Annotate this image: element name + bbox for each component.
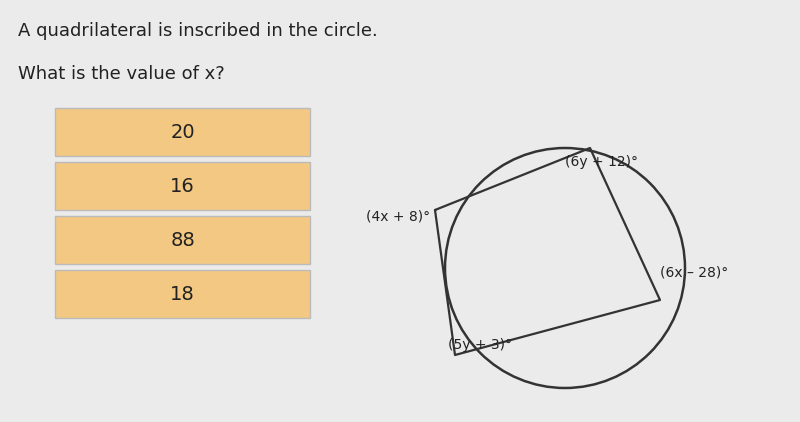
Text: (6x – 28)°: (6x – 28)° xyxy=(660,265,728,279)
Text: 88: 88 xyxy=(170,230,195,249)
FancyBboxPatch shape xyxy=(55,270,310,318)
Text: (5y + 3)°: (5y + 3)° xyxy=(448,338,512,352)
Text: 20: 20 xyxy=(170,122,195,141)
Text: A quadrilateral is inscribed in the circle.: A quadrilateral is inscribed in the circ… xyxy=(18,22,378,40)
Text: 16: 16 xyxy=(170,176,195,195)
FancyBboxPatch shape xyxy=(55,216,310,264)
FancyBboxPatch shape xyxy=(55,162,310,210)
Text: What is the value of x?: What is the value of x? xyxy=(18,65,225,83)
Text: 18: 18 xyxy=(170,284,195,303)
FancyBboxPatch shape xyxy=(55,108,310,156)
Text: (6y + 12)°: (6y + 12)° xyxy=(565,155,638,169)
Text: (4x + 8)°: (4x + 8)° xyxy=(366,210,430,224)
